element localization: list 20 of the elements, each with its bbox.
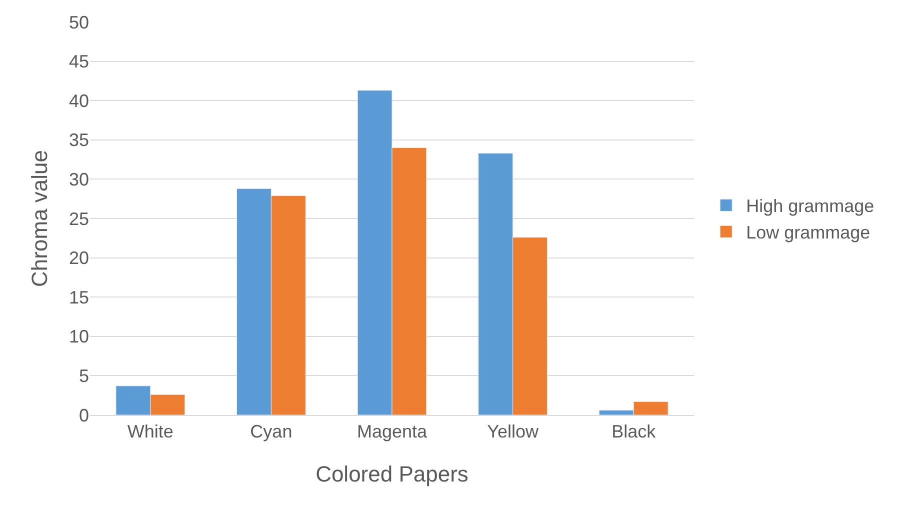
legend-label: Low grammage	[746, 222, 870, 243]
y-tick-label: 45	[68, 52, 89, 72]
x-axis-title: Colored Papers	[316, 462, 468, 486]
legend-label: High grammage	[746, 196, 874, 216]
y-tick-label: 5	[78, 366, 89, 386]
y-tick-label: 50	[68, 12, 89, 32]
x-tick-label: Magenta	[356, 422, 428, 442]
y-tick-label: 0	[78, 405, 89, 426]
y-tick-label: 35	[68, 130, 89, 150]
y-axis-title: Chroma value	[26, 150, 52, 287]
y-tick-label: 15	[68, 287, 89, 308]
y-tick-label: 25	[68, 208, 89, 229]
y-tick-label: 20	[68, 248, 89, 268]
x-tick-label: White	[127, 422, 174, 442]
x-tick-label: Cyan	[250, 422, 292, 442]
x-tick-label: Yellow	[487, 422, 540, 442]
y-tick-label: 10	[68, 326, 89, 347]
x-tick-label: Black	[612, 422, 657, 442]
y-tick-label: 30	[68, 170, 89, 190]
y-tick-label: 40	[68, 90, 89, 111]
